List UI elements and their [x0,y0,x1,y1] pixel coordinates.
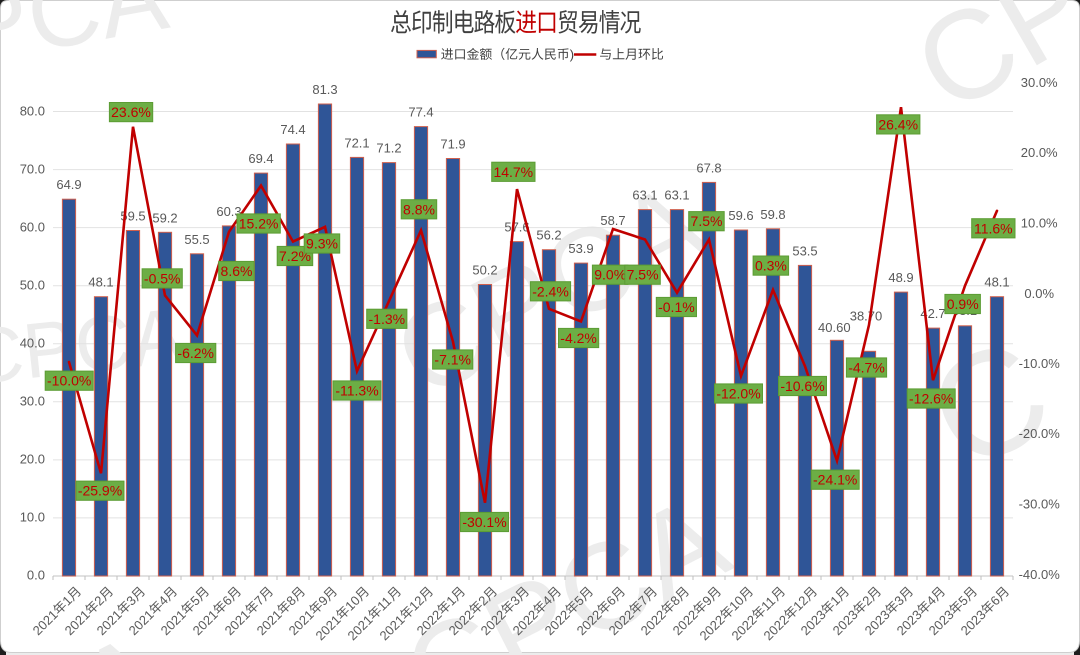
svg-text:48.1: 48.1 [88,275,113,290]
svg-text:72.1: 72.1 [344,135,369,150]
svg-text:59.8: 59.8 [760,207,785,222]
svg-text:74.4: 74.4 [280,122,305,137]
svg-text:): ) [570,47,574,62]
svg-text:-10.6%: -10.6% [780,378,824,394]
svg-text:40.0: 40.0 [20,336,45,351]
svg-text:40.60: 40.60 [818,320,851,335]
svg-text:56.2: 56.2 [536,228,561,243]
svg-text:0.9%: 0.9% [947,296,979,312]
svg-text:20.0: 20.0 [20,452,45,467]
svg-text:58.7: 58.7 [600,213,625,228]
svg-text:30.0: 30.0 [20,394,45,409]
svg-text:60.3: 60.3 [216,204,241,219]
svg-text:38.70: 38.70 [850,309,883,324]
svg-text:0.0: 0.0 [27,568,45,583]
svg-text:11.6%: 11.6% [974,220,1013,236]
svg-text:-4.7%: -4.7% [848,360,885,376]
svg-text:9.3%: 9.3% [306,236,338,252]
svg-text:53.9: 53.9 [568,241,593,256]
svg-text:10.0: 10.0 [20,510,45,525]
svg-text:-30.1%: -30.1% [462,514,506,530]
svg-text:70.0: 70.0 [20,162,45,177]
svg-text:-12.6%: -12.6% [909,391,953,407]
svg-text:57.6: 57.6 [504,220,529,235]
svg-text:71.2: 71.2 [376,141,401,156]
svg-text:0.3%: 0.3% [755,258,787,274]
svg-text:0.0%: 0.0% [1024,286,1054,301]
svg-text:-12.0%: -12.0% [716,386,760,402]
svg-text:7.5%: 7.5% [691,213,723,229]
svg-text:64.9: 64.9 [56,177,81,192]
svg-text:20.0%: 20.0% [1021,145,1058,160]
svg-text:8.8%: 8.8% [403,201,435,217]
svg-text:-24.1%: -24.1% [813,472,857,488]
svg-text:48.1: 48.1 [984,275,1009,290]
svg-text:81.3: 81.3 [312,82,337,97]
svg-text:-4.2%: -4.2% [560,330,597,346]
svg-text:-10.0%: -10.0% [47,373,91,389]
svg-text:67.8: 67.8 [696,160,721,175]
svg-text:71.9: 71.9 [440,137,465,152]
svg-text:15.2%: 15.2% [239,216,279,232]
svg-text:23.6%: 23.6% [111,104,151,120]
svg-text:50.0: 50.0 [20,278,45,293]
svg-text:-11.3%: -11.3% [335,383,378,399]
svg-text:50.2: 50.2 [472,263,497,278]
svg-text:7.5%: 7.5% [627,267,659,283]
svg-text:80.0: 80.0 [20,104,45,119]
svg-text:-20.0%: -20.0% [1019,426,1061,441]
svg-text:-10.0%: -10.0% [1019,356,1061,371]
svg-text:59.2: 59.2 [152,210,177,225]
svg-text:63.1: 63.1 [664,188,689,203]
svg-text:26.4%: 26.4% [878,116,918,132]
svg-text:55.5: 55.5 [184,232,209,247]
svg-text:7.2%: 7.2% [279,248,311,264]
svg-text:59.6: 59.6 [728,208,753,223]
svg-text:14.7%: 14.7% [493,164,533,180]
svg-text:-1.3%: -1.3% [369,311,406,327]
svg-text:48.9: 48.9 [888,270,913,285]
svg-text:-40.0%: -40.0% [1019,567,1061,582]
svg-text:30.0%: 30.0% [1021,75,1058,90]
svg-text:-0.1%: -0.1% [658,299,695,315]
svg-text:63.1: 63.1 [632,188,657,203]
svg-text:9.0%: 9.0% [594,267,626,283]
svg-text:53.5: 53.5 [792,243,817,258]
svg-text:8.6%: 8.6% [221,263,253,279]
svg-text:77.4: 77.4 [408,105,433,120]
svg-text:-6.2%: -6.2% [177,345,214,361]
svg-text:-2.4%: -2.4% [532,283,569,299]
svg-text:-25.9%: -25.9% [78,483,122,499]
svg-text:69.4: 69.4 [248,151,273,166]
svg-text:59.5: 59.5 [120,209,145,224]
svg-text:10.0%: 10.0% [1021,216,1058,231]
svg-text:60.0: 60.0 [20,220,45,235]
svg-text:-0.5%: -0.5% [144,270,181,286]
svg-text:-7.1%: -7.1% [434,352,471,368]
svg-text:-30.0%: -30.0% [1019,497,1061,512]
